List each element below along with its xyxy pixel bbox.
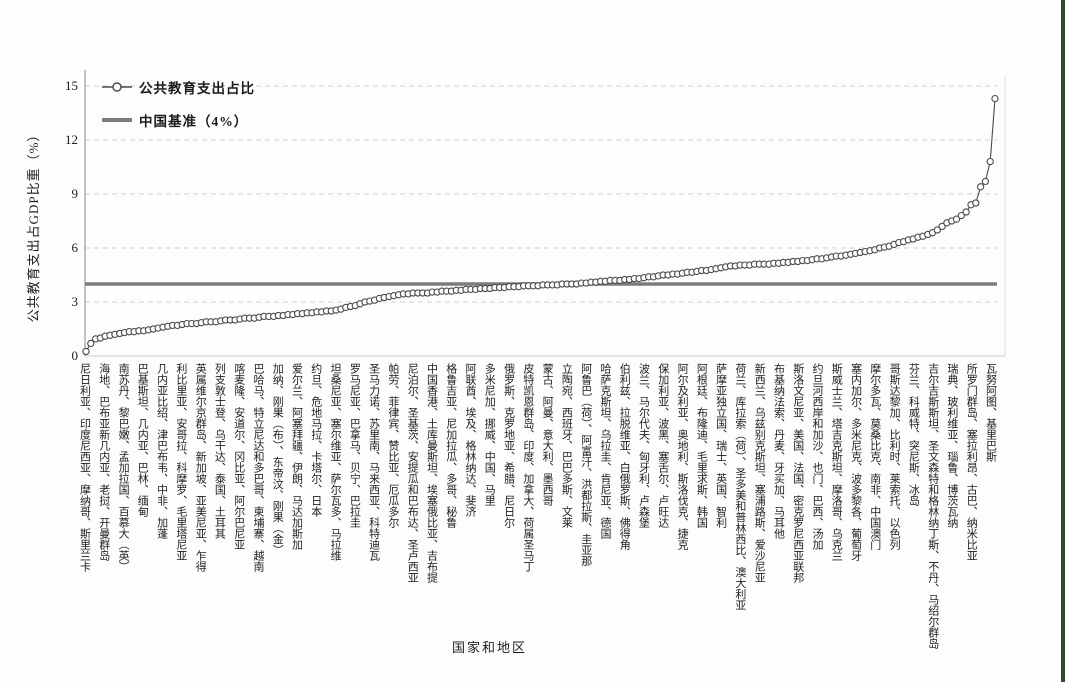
country-label-column: 帕劳、菲律宾、赞比亚、厄瓜多尔 [386, 363, 399, 528]
country-label-column: 巴基斯坦、几内亚、巴林、缅甸 [136, 363, 149, 517]
country-label-column: 圣马力诺、苏里南、马来西亚、科特迪瓦 [367, 363, 380, 561]
country-label-column: 加纳、刚果（布）、东帝汶、刚果（金） [271, 363, 284, 556]
country-label-column: 坦桑尼亚、塞尔维亚、萨尔瓦多、马拉维 [329, 363, 342, 561]
country-label-column: 摩尔多瓦、莫桑比克、南非、中国澳门 [868, 363, 881, 550]
country-label-column: 约旦、危地马拉、卡塔尔、日本 [309, 363, 322, 517]
country-label-column: 格鲁吉亚、尼加拉瓜、多哥、秘鲁 [444, 363, 457, 528]
data-point-marker [933, 226, 941, 234]
data-point-marker [991, 94, 999, 103]
country-label-column: 阿根廷、布隆迪、毛里求斯、韩国 [695, 363, 708, 528]
country-label-column: 巴哈马、特立尼达和多巴哥、柬埔寨、越南 [252, 363, 264, 572]
data-point-marker [82, 347, 90, 356]
country-label-column: 立陶宛、西班牙、巴巴多斯、文莱 [560, 363, 573, 528]
country-label-column: 斯威士兰、塔吉克斯坦、摩洛哥、乌克兰 [830, 363, 843, 561]
country-label-column: 海地、巴布亚新几内亚、老挝、开曼群岛 [97, 363, 110, 561]
country-label-column: 萨摩亚独立国、瑞士、英国、智利 [714, 363, 727, 528]
country-label-column: 塞内加尔、多米尼克、波多黎各、葡萄牙 [849, 363, 862, 561]
legend-item-benchmark: 中国基准（4%） [102, 108, 255, 132]
data-point-marker [981, 177, 990, 186]
country-label-column: 瓦努阿图、基里巴斯 [984, 363, 997, 462]
country-label-column: 中国香港、土库曼斯坦、埃塞俄比亚、吉布提 [425, 363, 438, 583]
y-tick-label: 3 [71, 294, 79, 309]
legend-label-benchmark: 中国基准（4%） [139, 114, 249, 129]
country-label-column: 荷兰、库拉索（荷）、圣多美和普林西比、澳大利亚 [733, 363, 746, 611]
scan-edge-artifact [1061, 0, 1065, 682]
country-label-column: 多米尼加、挪威、中国、马里 [483, 363, 496, 506]
country-label-column: 新西兰、乌兹别克斯坦、塞浦路斯、爱沙尼亚 [753, 363, 766, 583]
data-point-marker [976, 183, 985, 191]
country-label-column: 伯利兹、拉脱维亚、白俄罗斯、佛得角 [618, 363, 631, 550]
y-tick-label: 6 [71, 240, 79, 255]
series-markers [82, 94, 999, 356]
line-marker-icon [102, 82, 132, 92]
country-label-column: 皮特凯恩群岛、印度、加拿大、荷属圣马丁 [521, 363, 534, 572]
country-label-column: 南苏丹、黎巴嫩、孟加拉国、百慕大（英） [117, 363, 130, 572]
country-label-column: 布基纳法索、丹麦、牙买加、马耳他 [772, 363, 785, 539]
data-point-marker [938, 222, 946, 231]
country-label-column: 阿联酋、埃及、格林纳达、斐济 [464, 363, 476, 517]
y-axis-title: 公共教育支出占GDP比重（%） [26, 127, 41, 323]
country-label-column: 阿尔及利亚、奥地利、斯洛伐克、捷克 [676, 363, 689, 550]
legend: 公共教育支出占比 中国基准（4%） [102, 75, 255, 141]
country-label-column: 波兰、马尔代夫、匈牙利、卢森堡 [637, 363, 650, 528]
country-label-column: 喀麦隆、安道尔、冈比亚、阿尔巴尼亚 [232, 363, 245, 550]
data-point-marker [952, 215, 961, 223]
data-point-marker [972, 199, 980, 207]
x-axis-title: 国家和地区 [452, 640, 528, 655]
legend-label-series: 公共教育支出占比 [139, 81, 255, 96]
country-label-column: 所罗门群岛、塞拉利昂、古巴、纳米比亚 [965, 363, 978, 561]
country-label-column: 几内亚比绍、津巴布韦、中非、加蓬 [155, 363, 168, 539]
country-label-column: 哥斯达黎加、比利时、莱索托、以色列 [888, 363, 901, 550]
country-label-column: 利比里亚、安哥拉、科摩罗、毛里塔尼亚 [174, 363, 187, 561]
legend-item-series: 公共教育支出占比 [102, 75, 255, 99]
country-label-column: 爱尔兰、阿塞拜疆、伊朗、马达加斯加 [290, 363, 303, 550]
data-point-marker [957, 211, 965, 220]
country-label-column: 尼泊尔、圣基茨、安提瓜和巴布达、圣卢西亚 [406, 363, 419, 583]
country-label-column: 英属维尔京群岛、新加坡、亚美尼亚、乍得 [194, 363, 207, 572]
y-tick-label: 9 [71, 186, 79, 201]
data-point-marker [962, 208, 970, 216]
country-label-column: 蒙古、阿曼、意大利、墨西哥 [541, 363, 554, 506]
country-label-column: 罗马尼亚、巴拿马、贝宁、巴拉圭 [348, 363, 361, 528]
country-label-column: 哈萨克斯坦、乌拉圭、肯尼亚、德国 [599, 363, 611, 539]
y-tick-label: 12 [65, 132, 78, 147]
country-label-column: 俄罗斯、克罗地亚、希腊、尼日尔 [502, 363, 515, 528]
country-label-column: 保加利亚、波黑、塞舌尔、卢旺达 [656, 363, 669, 528]
country-label-column: 阿鲁巴（荷）、阿富汗、洪都拉斯、圭亚那 [579, 363, 592, 567]
y-tick-label: 15 [65, 78, 78, 93]
country-label-column: 吉尔吉斯斯坦、圣文森特和格林纳丁斯、不丹、马绍尔群岛 [926, 363, 939, 649]
country-label-column: 芬兰、科威特、突尼斯、冰岛 [907, 363, 920, 506]
country-label-column: 列支敦士登、乌干达、泰国、土耳其 [213, 363, 226, 539]
country-label-column: 斯洛文尼亚、美国、法国、密克罗尼西亚联邦 [791, 363, 804, 583]
country-label-column: 尼日利亚、印度尼西亚、摩纳哥、斯里兰卡 [78, 363, 91, 572]
benchmark-line-icon [102, 118, 132, 122]
country-label-column: 瑞典、玻利维亚、瑙鲁、博茨瓦纳 [945, 363, 958, 528]
data-point-marker [87, 339, 95, 348]
data-point-marker [986, 157, 994, 166]
country-label-column: 约旦河西岸和加沙、也门、巴西、汤加 [811, 363, 823, 550]
y-tick-label: 0 [71, 348, 79, 363]
